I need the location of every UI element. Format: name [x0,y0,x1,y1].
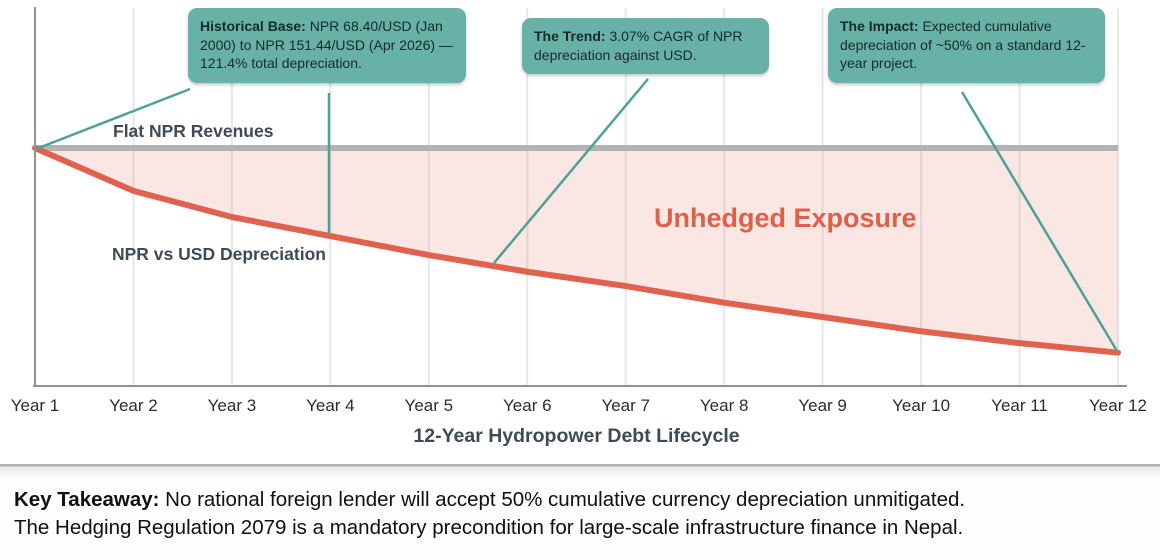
depreciation-line [32,145,1121,356]
x-axis-ticks: Year 1 Year 2 Year 3 Year 4 Year 5 Year 6 Year… [0,396,1160,418]
flat-revenues-label: Flat NPR Revenues [113,121,274,141]
callout-historical-base-label: Historical Base: [200,18,306,34]
x-tick-label: Year 6 [503,396,552,415]
x-tick-label: Year 8 [699,396,749,415]
key-takeaway-line2: The Hedging Regulation 2079 is a mandato… [14,515,964,539]
callout-trend-label: The Trend: [534,28,606,44]
takeaway-panel: Key Takeaway: No rational foreign lender… [0,463,1160,560]
x-tick-label: Year 7 [601,396,650,415]
depreciation-chart: Historical Base: NPR 68.40/USD (Jan 2000… [0,7,1160,447]
callout-trend-text: 3.07% CAGR of NPR depreciation against U… [534,28,743,63]
key-takeaway-line1: No rational foreign lender will accept 5… [159,488,966,511]
x-tick-label: Year 11 [991,396,1048,415]
callout-historical-base: Historical Base: NPR 68.40/USD (Jan 2000… [188,8,466,83]
depreciation-label: NPR vs USD Depreciation [112,244,326,264]
callout-impact-text: Expected cumulative depreciation of ~50%… [840,18,1086,71]
x-tick-label: Year 5 [404,396,454,415]
x-tick-label: Year 3 [207,396,257,415]
callout-impact-label: The Impact: [840,18,919,34]
callout-leader-line [960,91,1119,352]
x-tick-label: Year 4 [306,396,355,415]
x-tick-label: Year 12 [1089,396,1147,415]
key-takeaway-label: Key Takeaway: [14,488,160,511]
panel-divider [0,463,1160,477]
x-tick-label: Year 9 [798,396,847,415]
callout-trend: The Trend: 3.07% CAGR of NPR depreciatio… [522,18,769,74]
unhedged-exposure-label: Unhedged Exposure [654,203,917,233]
callout-impact: The Impact: Expected cumulative deprecia… [828,8,1105,83]
x-axis-title: 12-Year Hydropower Debt Lifecycle [413,425,740,447]
callout-leader-line [493,78,649,264]
callout-historical-base-text: NPR 68.40/USD (Jan 2000) to NPR 151.44/U… [200,18,453,71]
callout-leader-line [35,87,191,151]
x-tick-label: Year 10 [892,396,951,415]
x-tick-label: Year 1 [10,396,60,415]
key-takeaway-text: Key Takeaway: No rational foreign lender… [14,486,1146,541]
unhedged-exposure-area [35,148,1118,353]
x-tick-label: Year 2 [109,396,158,415]
